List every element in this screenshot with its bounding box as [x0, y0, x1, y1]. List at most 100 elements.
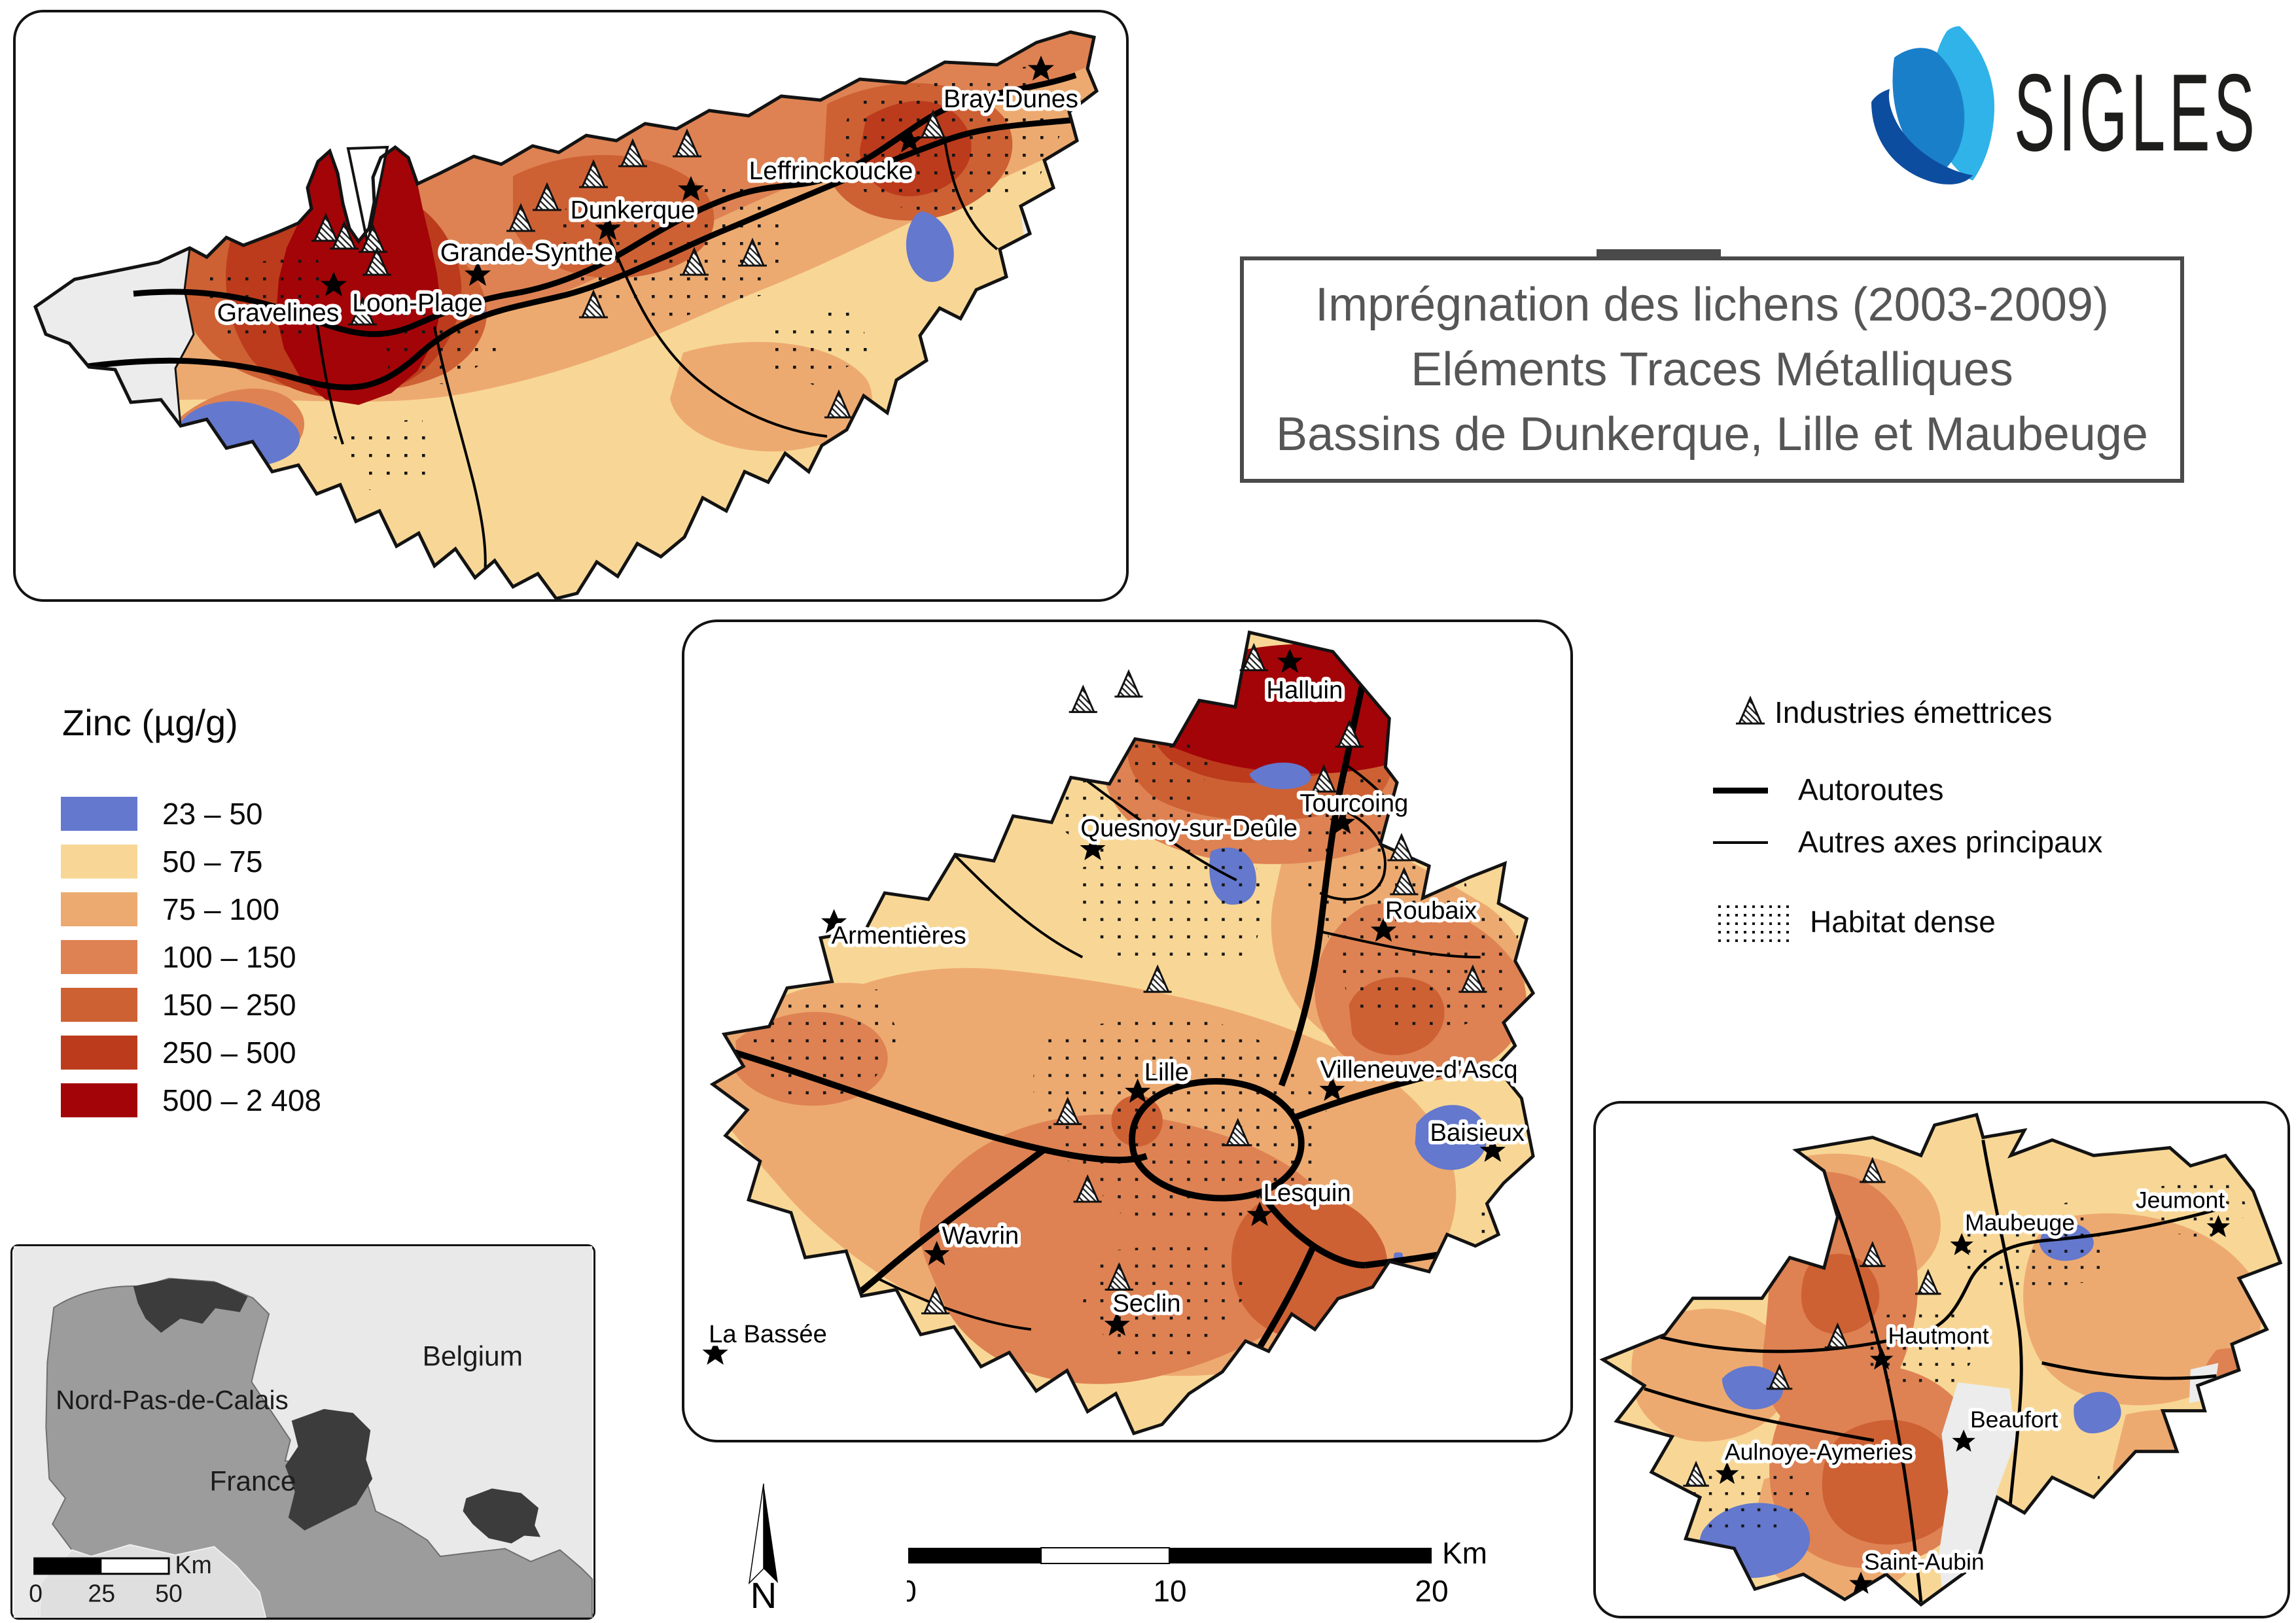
autoroute-line: [1293, 1070, 1443, 1121]
town-label-gravelines: Gravelines: [217, 299, 339, 327]
town-label-hautmont: Hautmont: [1888, 1323, 1988, 1349]
title-line-3: Bassins de Dunkerque, Lille et Maubeuge: [1276, 408, 2148, 461]
habitat-dense-patch: [840, 65, 1076, 222]
north-arrow: N: [748, 1483, 778, 1611]
lake: [1415, 1105, 1487, 1170]
lille-map-svg: Halluin Tourcoing Quesnoy-sur-Deûle Arme…: [702, 630, 1536, 1436]
inset-scalebar-black-segment: [34, 1558, 102, 1574]
road-line: [1981, 1140, 2023, 1512]
road-line: [876, 1276, 1032, 1331]
lake: [1249, 762, 1311, 790]
zinc-class-row: 500 – 2 408: [61, 1083, 321, 1117]
basin-outline: [709, 630, 1536, 1436]
inset-label-france: France: [209, 1465, 296, 1496]
zinc-class-row: 100 – 150: [61, 940, 321, 974]
logo-petal-dark: [1871, 89, 1973, 184]
town-label-lille: Lille: [1144, 1058, 1189, 1087]
habitat-dense-patch: [768, 307, 873, 385]
town-label-jeumont: Jeumont: [2136, 1187, 2225, 1213]
industry-icon: [1113, 671, 1144, 698]
habitat-dense-patch: [1300, 771, 1519, 1041]
road-line: [1644, 1387, 1875, 1442]
basin-outline: [1599, 1113, 2283, 1607]
zinc-class-label: 250 – 500: [162, 1036, 296, 1070]
town-label-roubaix: Roubaix: [1385, 896, 1477, 924]
scale-10: 10: [1153, 1574, 1186, 1608]
zone-75-100: [2113, 1410, 2252, 1526]
habitat-dense-patch: [330, 418, 441, 490]
zinc-class-label: 75 – 100: [162, 892, 280, 926]
inset-zone-dunkerque: [133, 1278, 248, 1333]
brand-name: SIGLES: [2014, 51, 2259, 174]
habitat-dense-patch: [1861, 1304, 1984, 1389]
zinc-legend-title: Zinc (µg/g): [62, 702, 238, 743]
habitat-dense-patch: [1680, 1453, 1816, 1538]
scale-20: 20: [1415, 1574, 1448, 1608]
lake: [906, 211, 954, 283]
title-line-2: Eléments Traces Métalliques: [1411, 343, 2013, 396]
town-label-tourcoing: Tourcoing: [1299, 789, 1408, 817]
town-label-halluin: Halluin: [1266, 676, 1343, 705]
inset-label-region: Nord-Pas-de-Calais: [56, 1385, 289, 1415]
zinc-class-row: 150 – 250: [61, 988, 321, 1022]
inset-zone-maubeuge: [463, 1488, 541, 1544]
habitat-dense-patch: [1082, 1239, 1250, 1362]
zinc-class-label: 23 – 50: [162, 797, 263, 831]
no-data-area: [35, 246, 195, 430]
town-label-villeneuve: Villeneuve-d'Ascq: [1320, 1056, 1517, 1084]
map-panel-lille: Halluin Tourcoing Quesnoy-sur-Deûle Arme…: [682, 620, 1573, 1442]
town-label-loon-plage: Loon-Plage: [352, 289, 483, 317]
inset-map-svg: Nord-Pas-de-Calais Belgium France 0 25 5…: [13, 1246, 593, 1618]
town-label-lesquin: Lesquin: [1263, 1179, 1351, 1207]
town-label-saint-aubin: Saint-Aubin: [1864, 1549, 1985, 1575]
zinc-swatch: [61, 892, 137, 926]
scale-0: 0: [907, 1574, 917, 1608]
autoroute-legend-line: [1713, 788, 1768, 794]
town-label-beaufort: Beaufort: [1970, 1406, 2058, 1433]
zinc-swatch: [61, 988, 137, 1022]
autoroute-line: [133, 72, 1077, 338]
zinc-class-row: 250 – 500: [61, 1036, 321, 1070]
zinc-class-row: 75 – 100: [61, 892, 321, 926]
autoroute-legend-label: Autoroutes: [1798, 773, 1944, 807]
zinc-legend: 23 – 50 50 – 75 75 – 100 100 – 150 150 –…: [61, 797, 321, 1131]
habitat-dense-patch: [722, 1303, 826, 1394]
town-label-armentieres: Armentières: [832, 922, 966, 950]
map-panel-dunkerque: Gravelines Loon-Plage Grande-Synthe Dunk…: [13, 10, 1129, 602]
map-panel-maubeuge: Jeumont Maubeuge Hautmont Beaufort Aulno…: [1593, 1101, 2290, 1618]
scalebar-white-segment: [1040, 1547, 1170, 1564]
road-line: [433, 326, 487, 581]
industry-icon: [1068, 686, 1099, 713]
road-line: [953, 853, 1084, 958]
town-label-baisieux: Baisieux: [1430, 1119, 1525, 1147]
town-label-wavrin: Wavrin: [942, 1222, 1019, 1250]
inset-label-belgium: Belgium: [423, 1341, 523, 1372]
maubeuge-land-layers: [1602, 1115, 2281, 1605]
town-label-grande-synthe: Grande-Synthe: [440, 239, 614, 267]
town-label-bray-dunes: Bray-Dunes: [944, 85, 1078, 113]
north-arrow-light-half: [748, 1483, 764, 1585]
inset-scale-25: 25: [88, 1579, 115, 1607]
sigles-logo: [1871, 26, 1994, 184]
zinc-swatch: [61, 1083, 137, 1117]
maubeuge-map-svg: Jeumont Maubeuge Hautmont Beaufort Aulno…: [1599, 1113, 2283, 1607]
habitat-legend-label: Habitat dense: [1810, 905, 1996, 939]
habitat-dense-patch: [1958, 1201, 2113, 1299]
zinc-swatch: [61, 940, 137, 974]
habitat-dense-patch: [1031, 1008, 1327, 1227]
lake: [1722, 1366, 1784, 1410]
zinc-swatch: [61, 1036, 137, 1070]
title-box: Imprégnation des lichens (2003-2009) Elé…: [1240, 256, 2184, 483]
habitat-dense-patch: [205, 254, 330, 346]
lake: [2074, 1391, 2121, 1434]
other-roads-legend-label: Autres axes principaux: [1798, 825, 2103, 859]
main-scalebar: 0 10 20 Km: [907, 1539, 1487, 1608]
autoroute-line: [1259, 1193, 1366, 1269]
town-label-seclin: Seclin: [1112, 1289, 1180, 1318]
inset-scale-0: 0: [29, 1579, 43, 1607]
zinc-class-row: 50 – 75: [61, 845, 321, 879]
zinc-class-label: 50 – 75: [162, 845, 263, 879]
autoroute-line: [35, 113, 1097, 391]
road-line: [607, 234, 828, 438]
